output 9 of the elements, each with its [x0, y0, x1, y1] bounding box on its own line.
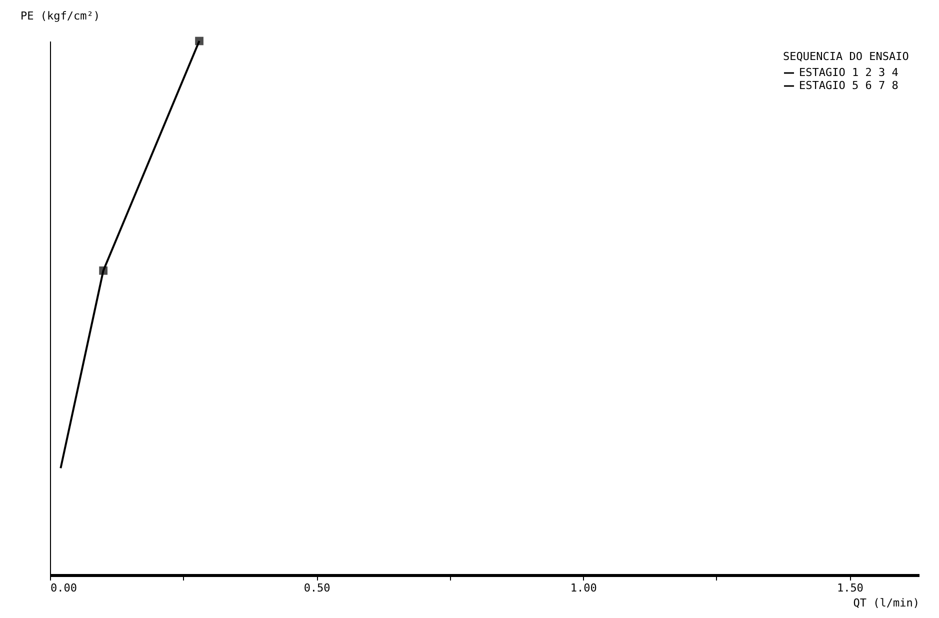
x-tick-label: 1.00 — [570, 582, 597, 594]
x-tick-label: 0.00 — [50, 582, 77, 594]
legend-title: SEQUENCIA DO ENSAIO — [783, 50, 909, 63]
y-axis-title: PE (kgf/cm²) — [20, 10, 100, 22]
legend-label: ESTAGIO 5 6 7 8 — [799, 79, 898, 92]
x-axis-title: QT (l/min) — [853, 596, 920, 610]
x-tick-label: 1.50 — [836, 582, 864, 594]
legend-label: ESTAGIO 1 2 3 4 — [799, 66, 899, 79]
x-tick-label: 0.50 — [304, 582, 330, 594]
